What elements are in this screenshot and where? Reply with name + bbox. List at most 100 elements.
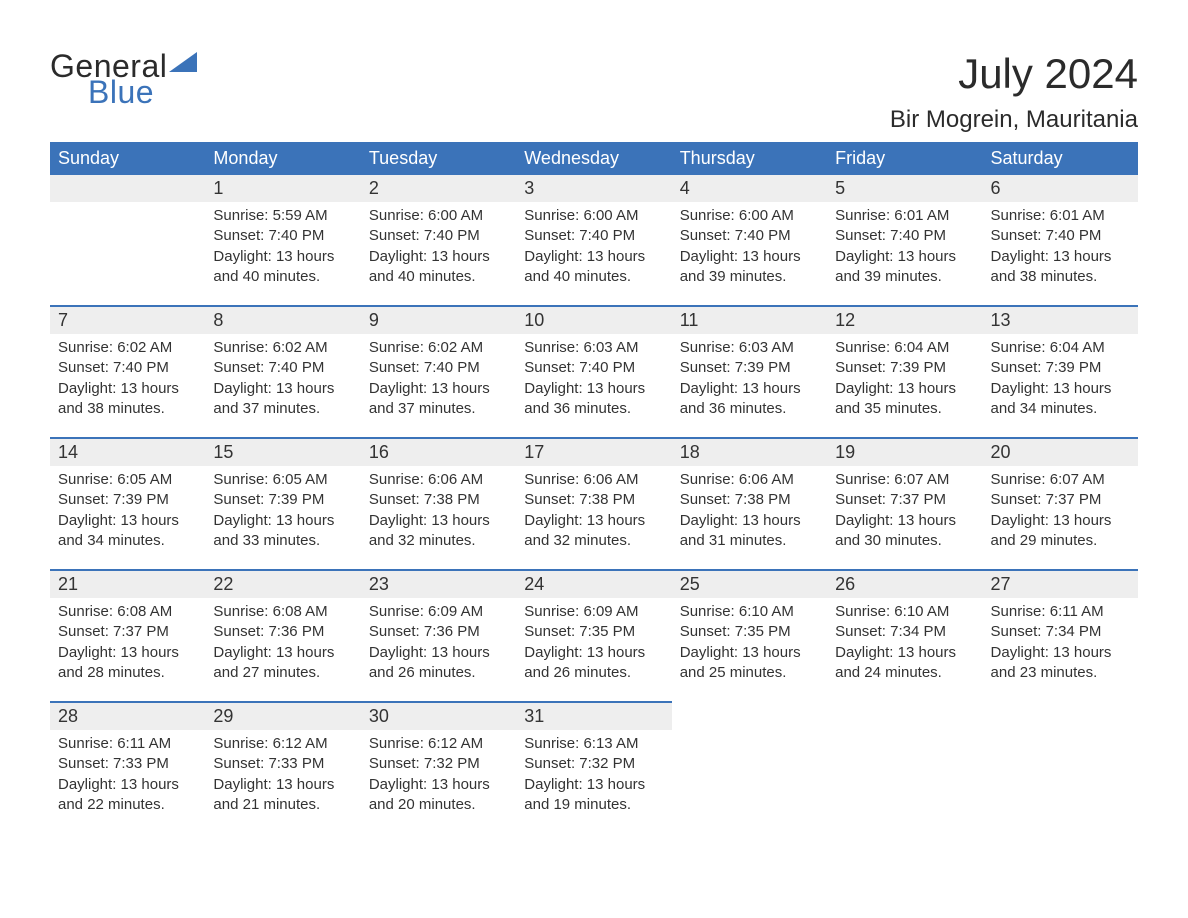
- logo-triangle-icon: [169, 52, 197, 76]
- location-subtitle: Bir Mogrein, Mauritania: [890, 106, 1138, 134]
- day-info: Sunrise: 6:03 AMSunset: 7:40 PMDaylight:…: [516, 338, 671, 419]
- day-info-line: and 29 minutes.: [991, 531, 1130, 551]
- day-info-line: and 26 minutes.: [524, 663, 663, 683]
- calendar-table: Sunday Monday Tuesday Wednesday Thursday…: [50, 142, 1138, 833]
- day-info-line: Daylight: 13 hours: [680, 379, 819, 399]
- day-info: Sunrise: 6:11 AMSunset: 7:34 PMDaylight:…: [983, 602, 1138, 683]
- day-info-line: Daylight: 13 hours: [835, 511, 974, 531]
- day-info-line: Sunset: 7:38 PM: [524, 490, 663, 510]
- day-info-line: Sunrise: 6:09 AM: [369, 602, 508, 622]
- day-info-line: Daylight: 13 hours: [58, 643, 197, 663]
- day-info-line: and 38 minutes.: [991, 267, 1130, 287]
- day-info-line: Sunset: 7:40 PM: [213, 358, 352, 378]
- day-info-line: Sunset: 7:34 PM: [991, 622, 1130, 642]
- day-info-line: Sunset: 7:39 PM: [991, 358, 1130, 378]
- day-info-line: Sunrise: 6:07 AM: [991, 470, 1130, 490]
- day-info-line: Sunrise: 6:01 AM: [991, 206, 1130, 226]
- calendar-week-row: 28Sunrise: 6:11 AMSunset: 7:33 PMDayligh…: [50, 702, 1138, 833]
- day-number: 5: [827, 175, 982, 202]
- day-info: Sunrise: 6:13 AMSunset: 7:32 PMDaylight:…: [516, 734, 671, 815]
- day-info-line: and 37 minutes.: [213, 399, 352, 419]
- day-number: 22: [205, 571, 360, 598]
- day-info-line: Daylight: 13 hours: [213, 379, 352, 399]
- day-header: Wednesday: [516, 142, 671, 175]
- day-number: 1: [205, 175, 360, 202]
- calendar-cell: 4 Sunrise: 6:00 AMSunset: 7:40 PMDaylight…: [672, 175, 827, 306]
- day-number: 21: [50, 571, 205, 598]
- day-info-line: Sunrise: 6:02 AM: [213, 338, 352, 358]
- day-info: Sunrise: 6:12 AMSunset: 7:33 PMDaylight:…: [205, 734, 360, 815]
- day-info-line: and 32 minutes.: [524, 531, 663, 551]
- day-info-line: Sunrise: 6:07 AM: [835, 470, 974, 490]
- day-info-line: and 22 minutes.: [58, 795, 197, 815]
- day-info-line: Sunset: 7:35 PM: [680, 622, 819, 642]
- day-info-line: Sunset: 7:40 PM: [369, 358, 508, 378]
- day-info-line: Sunset: 7:32 PM: [369, 754, 508, 774]
- day-number: 13: [983, 307, 1138, 334]
- day-number: 23: [361, 571, 516, 598]
- day-info-line: and 21 minutes.: [213, 795, 352, 815]
- title-block: July 2024 Bir Mogrein, Mauritania: [890, 50, 1138, 134]
- calendar-week-row: 14Sunrise: 6:05 AMSunset: 7:39 PMDayligh…: [50, 438, 1138, 570]
- day-info-line: Sunrise: 6:08 AM: [213, 602, 352, 622]
- calendar-cell: 1 Sunrise: 5:59 AMSunset: 7:40 PMDaylight…: [205, 175, 360, 306]
- calendar-cell: 5Sunrise: 6:01 AMSunset: 7:40 PMDaylight…: [827, 175, 982, 306]
- day-info: Sunrise: 6:10 AMSunset: 7:34 PMDaylight:…: [827, 602, 982, 683]
- day-info-line: and 37 minutes.: [369, 399, 508, 419]
- day-info: Sunrise: 6:00 AMSunset: 7:40 PMDaylight:…: [672, 206, 827, 287]
- day-info-line: Sunset: 7:40 PM: [991, 226, 1130, 246]
- day-info: Sunrise: 5:59 AMSunset: 7:40 PMDaylight:…: [205, 206, 360, 287]
- day-info: Sunrise: 6:06 AMSunset: 7:38 PMDaylight:…: [672, 470, 827, 551]
- day-number: 19: [827, 439, 982, 466]
- day-info-line: and 32 minutes.: [369, 531, 508, 551]
- day-info-line: Sunset: 7:39 PM: [835, 358, 974, 378]
- day-info-line: Daylight: 13 hours: [213, 643, 352, 663]
- day-info: Sunrise: 6:08 AMSunset: 7:37 PMDaylight:…: [50, 602, 205, 683]
- calendar-cell: [827, 702, 982, 833]
- day-number: 8: [205, 307, 360, 334]
- day-number: 16: [361, 439, 516, 466]
- day-number: 25: [672, 571, 827, 598]
- day-info: Sunrise: 6:07 AMSunset: 7:37 PMDaylight:…: [827, 470, 982, 551]
- day-info: Sunrise: 6:02 AMSunset: 7:40 PMDaylight:…: [50, 338, 205, 419]
- day-number: 17: [516, 439, 671, 466]
- day-info-line: Sunset: 7:39 PM: [680, 358, 819, 378]
- day-number: 30: [361, 703, 516, 730]
- day-number: 3: [516, 175, 671, 202]
- day-info-line: and 34 minutes.: [991, 399, 1130, 419]
- day-info: Sunrise: 6:06 AMSunset: 7:38 PMDaylight:…: [361, 470, 516, 551]
- calendar-cell: 22Sunrise: 6:08 AMSunset: 7:36 PMDayligh…: [205, 570, 360, 702]
- day-info-line: Daylight: 13 hours: [991, 643, 1130, 663]
- day-number: 28: [50, 703, 205, 730]
- day-number: 9: [361, 307, 516, 334]
- day-info-line: Sunrise: 6:12 AM: [213, 734, 352, 754]
- day-info-line: Daylight: 13 hours: [680, 247, 819, 267]
- day-info-line: Daylight: 13 hours: [835, 379, 974, 399]
- calendar-cell: 9Sunrise: 6:02 AMSunset: 7:40 PMDaylight…: [361, 306, 516, 438]
- day-info: Sunrise: 6:00 AMSunset: 7:40 PMDaylight:…: [516, 206, 671, 287]
- day-info-line: Sunrise: 6:13 AM: [524, 734, 663, 754]
- day-info: Sunrise: 6:02 AMSunset: 7:40 PMDaylight:…: [205, 338, 360, 419]
- day-number: 14: [50, 439, 205, 466]
- day-number: 4: [672, 175, 827, 202]
- day-number: 26: [827, 571, 982, 598]
- day-info-line: and 39 minutes.: [835, 267, 974, 287]
- calendar-cell: 24Sunrise: 6:09 AMSunset: 7:35 PMDayligh…: [516, 570, 671, 702]
- day-info-line: and 40 minutes.: [524, 267, 663, 287]
- day-info-line: and 31 minutes.: [680, 531, 819, 551]
- day-info-line: Sunrise: 5:59 AM: [213, 206, 352, 226]
- day-info-line: Sunrise: 6:03 AM: [680, 338, 819, 358]
- day-info-line: Sunset: 7:37 PM: [58, 622, 197, 642]
- day-number: 24: [516, 571, 671, 598]
- day-number: 11: [672, 307, 827, 334]
- day-info-line: Sunset: 7:40 PM: [213, 226, 352, 246]
- calendar-cell: 27 Sunrise: 6:11 AMSunset: 7:34 PMDayligh…: [983, 570, 1138, 702]
- day-number: 27: [983, 571, 1138, 598]
- day-info-line: Daylight: 13 hours: [58, 511, 197, 531]
- day-info-line: Sunset: 7:35 PM: [524, 622, 663, 642]
- calendar-cell: 15Sunrise: 6:05 AMSunset: 7:39 PMDayligh…: [205, 438, 360, 570]
- day-number: 18: [672, 439, 827, 466]
- day-info-line: and 24 minutes.: [835, 663, 974, 683]
- day-number: 12: [827, 307, 982, 334]
- day-info-line: Sunrise: 6:08 AM: [58, 602, 197, 622]
